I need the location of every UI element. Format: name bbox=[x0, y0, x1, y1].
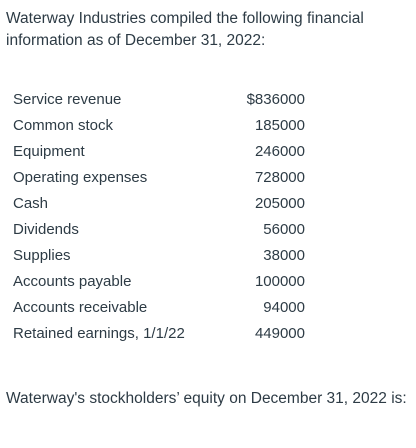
table-row: Common stock 185000 bbox=[0, 112, 305, 138]
row-value: 449000 bbox=[254, 324, 305, 342]
row-label: Equipment bbox=[13, 142, 85, 160]
table-row: Accounts payable 100000 bbox=[0, 268, 305, 294]
table-row: Cash 205000 bbox=[0, 190, 305, 216]
row-label: Accounts receivable bbox=[13, 298, 148, 316]
financial-data-table: Service revenue $836000 Common stock 185… bbox=[0, 86, 305, 346]
row-value: 38000 bbox=[263, 246, 305, 264]
row-label: Supplies bbox=[13, 246, 71, 264]
row-value: 205000 bbox=[254, 194, 305, 212]
row-value: 185000 bbox=[254, 116, 305, 134]
row-value: 246000 bbox=[254, 142, 305, 160]
table-row: Accounts receivable 94000 bbox=[0, 294, 305, 320]
question-text: Waterway's stockholders’ equity on Decem… bbox=[6, 390, 407, 407]
row-value: 728000 bbox=[254, 168, 305, 186]
row-value: 94000 bbox=[263, 298, 305, 316]
intro-text: Waterway Industries compiled the followi… bbox=[6, 10, 364, 49]
row-label: Accounts payable bbox=[13, 272, 132, 290]
row-value: $836000 bbox=[246, 90, 305, 108]
row-label: Operating expenses bbox=[13, 168, 148, 186]
row-label: Common stock bbox=[13, 116, 114, 134]
table-row: Service revenue $836000 bbox=[0, 86, 305, 112]
row-label: Dividends bbox=[13, 220, 79, 238]
table-row: Retained earnings, 1/1/22 449000 bbox=[0, 320, 305, 346]
table-row: Dividends 56000 bbox=[0, 216, 305, 242]
row-label: Retained earnings, 1/1/22 bbox=[13, 324, 185, 342]
row-label: Service revenue bbox=[13, 90, 122, 108]
row-value: 100000 bbox=[254, 272, 305, 290]
row-label: Cash bbox=[13, 194, 49, 212]
row-value: 56000 bbox=[263, 220, 305, 238]
table-row: Supplies 38000 bbox=[0, 242, 305, 268]
table-row: Operating expenses 728000 bbox=[0, 164, 305, 190]
table-row: Equipment 246000 bbox=[0, 138, 305, 164]
